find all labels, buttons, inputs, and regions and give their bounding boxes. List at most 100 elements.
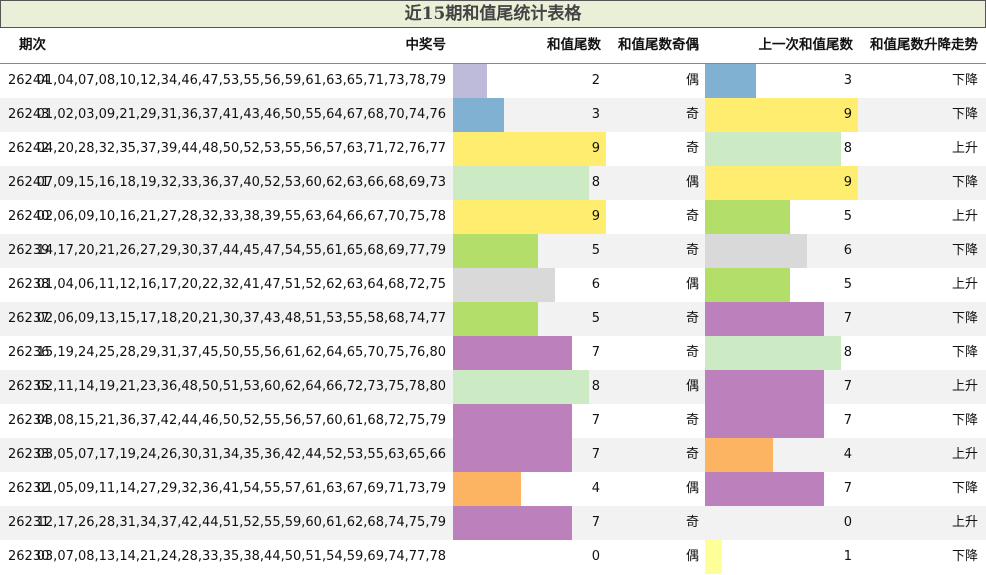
trend-cell: 下降 xyxy=(951,73,978,88)
tail-bar xyxy=(453,268,555,302)
period-cell: 26230 xyxy=(8,549,50,564)
parity-cell: 偶 xyxy=(685,277,699,292)
trend-cell: 上升 xyxy=(951,447,978,462)
prev-tail-bar xyxy=(705,370,824,404)
table-row: 26233 03,05,07,17,19,24,26,30,31,34,35,36… xyxy=(0,438,986,472)
tail-cell: 7 xyxy=(591,447,600,462)
table-row: 26240 02,06,09,10,16,21,27,28,32,33,38,39… xyxy=(0,200,986,234)
numbers-cell: 12,17,26,28,31,34,37,42,44,51,52,55,59,6… xyxy=(36,515,446,530)
tail-cell: 2 xyxy=(591,73,600,88)
numbers-cell: 01,02,03,09,21,29,31,36,37,41,43,46,50,5… xyxy=(36,107,446,122)
tail-bar xyxy=(453,302,538,336)
table-row: 26241 07,09,15,16,18,19,32,33,36,37,40,52… xyxy=(0,166,986,200)
header-parity: 和值尾数奇偶 xyxy=(618,37,699,53)
prev-tail-cell: 1 xyxy=(843,549,852,564)
tail-cell: 0 xyxy=(591,549,600,564)
numbers-cell: 14,17,20,21,26,27,29,30,37,44,45,47,54,5… xyxy=(36,243,446,258)
table-row: 26244 01,04,07,08,10,12,34,46,47,53,55,56… xyxy=(0,64,986,98)
prev-tail-cell: 4 xyxy=(843,447,852,462)
tail-bar xyxy=(453,98,504,132)
numbers-cell: 02,06,09,10,16,21,27,28,32,33,38,39,55,6… xyxy=(36,209,446,224)
tail-bar xyxy=(453,438,572,472)
trend-cell: 上升 xyxy=(951,515,978,530)
tail-cell: 5 xyxy=(591,243,600,258)
numbers-cell: 01,05,09,11,14,27,29,32,36,41,54,55,57,6… xyxy=(36,481,446,496)
trend-cell: 上升 xyxy=(951,277,978,292)
prev-tail-cell: 7 xyxy=(843,413,852,428)
table-row: 26231 12,17,26,28,31,34,37,42,44,51,52,55… xyxy=(0,506,986,540)
trend-cell: 上升 xyxy=(951,209,978,224)
tail-bar xyxy=(453,132,606,166)
prev-tail-cell: 0 xyxy=(843,515,852,530)
period-cell: 26232 xyxy=(8,481,50,496)
trend-cell: 下降 xyxy=(951,107,978,122)
tail-cell: 8 xyxy=(591,379,600,394)
prev-tail-bar xyxy=(705,302,824,336)
parity-cell: 奇 xyxy=(685,345,699,360)
tail-bar xyxy=(453,64,487,98)
prev-tail-bar xyxy=(705,234,807,268)
parity-cell: 偶 xyxy=(685,73,699,88)
prev-tail-cell: 3 xyxy=(843,73,852,88)
period-cell: 26237 xyxy=(8,311,50,326)
tail-cell: 7 xyxy=(591,515,600,530)
tail-cell: 7 xyxy=(591,413,600,428)
table-row: 26234 03,08,15,21,36,37,42,44,46,50,52,55… xyxy=(0,404,986,438)
parity-cell: 偶 xyxy=(685,379,699,394)
table-header: 期次 中奖号 和值尾数 和值尾数奇偶 上一次和值尾数 和值尾数升降走势 xyxy=(0,28,986,64)
tail-bar xyxy=(453,336,572,370)
numbers-cell: 01,04,06,11,12,16,17,20,22,32,41,47,51,5… xyxy=(36,277,446,292)
tail-cell: 5 xyxy=(591,311,600,326)
tail-cell: 6 xyxy=(591,277,600,292)
prev-tail-cell: 5 xyxy=(843,277,852,292)
prev-tail-bar xyxy=(705,438,773,472)
prev-tail-bar xyxy=(705,132,841,166)
tail-bar xyxy=(453,200,606,234)
prev-tail-cell: 9 xyxy=(843,107,852,122)
header-numbers: 中奖号 xyxy=(405,37,447,53)
prev-tail-bar xyxy=(705,404,824,438)
tail-bar xyxy=(453,404,572,438)
trend-cell: 下降 xyxy=(951,175,978,190)
parity-cell: 奇 xyxy=(685,107,699,122)
table-row: 26239 14,17,20,21,26,27,29,30,37,44,45,47… xyxy=(0,234,986,268)
trend-cell: 下降 xyxy=(951,345,978,360)
numbers-cell: 07,09,15,16,18,19,32,33,36,37,40,52,53,6… xyxy=(36,175,446,190)
prev-tail-cell: 9 xyxy=(843,175,852,190)
parity-cell: 偶 xyxy=(685,481,699,496)
parity-cell: 奇 xyxy=(685,209,699,224)
prev-tail-bar xyxy=(705,166,858,200)
parity-cell: 偶 xyxy=(685,175,699,190)
period-cell: 26236 xyxy=(8,345,50,360)
tail-bar xyxy=(453,472,521,506)
period-cell: 26241 xyxy=(8,175,50,190)
numbers-cell: 02,06,09,13,15,17,18,20,21,30,37,43,48,5… xyxy=(36,311,446,326)
prev-tail-bar xyxy=(705,268,790,302)
parity-cell: 奇 xyxy=(685,515,699,530)
tail-cell: 9 xyxy=(591,141,600,156)
table-row: 26238 01,04,06,11,12,16,17,20,22,32,41,47… xyxy=(0,268,986,302)
tail-cell: 9 xyxy=(591,209,600,224)
trend-cell: 下降 xyxy=(951,481,978,496)
trend-cell: 下降 xyxy=(951,549,978,564)
parity-cell: 偶 xyxy=(685,549,699,564)
prev-tail-cell: 6 xyxy=(843,243,852,258)
table-row: 26242 04,20,28,32,35,37,39,44,48,50,52,53… xyxy=(0,132,986,166)
header-tail: 和值尾数 xyxy=(547,37,601,53)
prev-tail-cell: 7 xyxy=(843,311,852,326)
table-row: 26230 03,07,08,13,14,21,24,28,33,35,38,44… xyxy=(0,540,986,574)
period-cell: 26238 xyxy=(8,277,50,292)
table-row: 26236 15,19,24,25,28,29,31,37,45,50,55,56… xyxy=(0,336,986,370)
prev-tail-bar xyxy=(705,540,722,574)
trend-cell: 下降 xyxy=(951,243,978,258)
tail-cell: 8 xyxy=(591,175,600,190)
trend-cell: 上升 xyxy=(951,141,978,156)
prev-tail-cell: 8 xyxy=(843,345,852,360)
table-row: 26237 02,06,09,13,15,17,18,20,21,30,37,43… xyxy=(0,302,986,336)
header-prev: 上一次和值尾数 xyxy=(758,37,854,53)
prev-tail-cell: 7 xyxy=(843,481,852,496)
period-cell: 26243 xyxy=(8,107,50,122)
parity-cell: 奇 xyxy=(685,243,699,258)
table-row: 26235 02,11,14,19,21,23,36,48,50,51,53,60… xyxy=(0,370,986,404)
tail-bar xyxy=(453,166,589,200)
